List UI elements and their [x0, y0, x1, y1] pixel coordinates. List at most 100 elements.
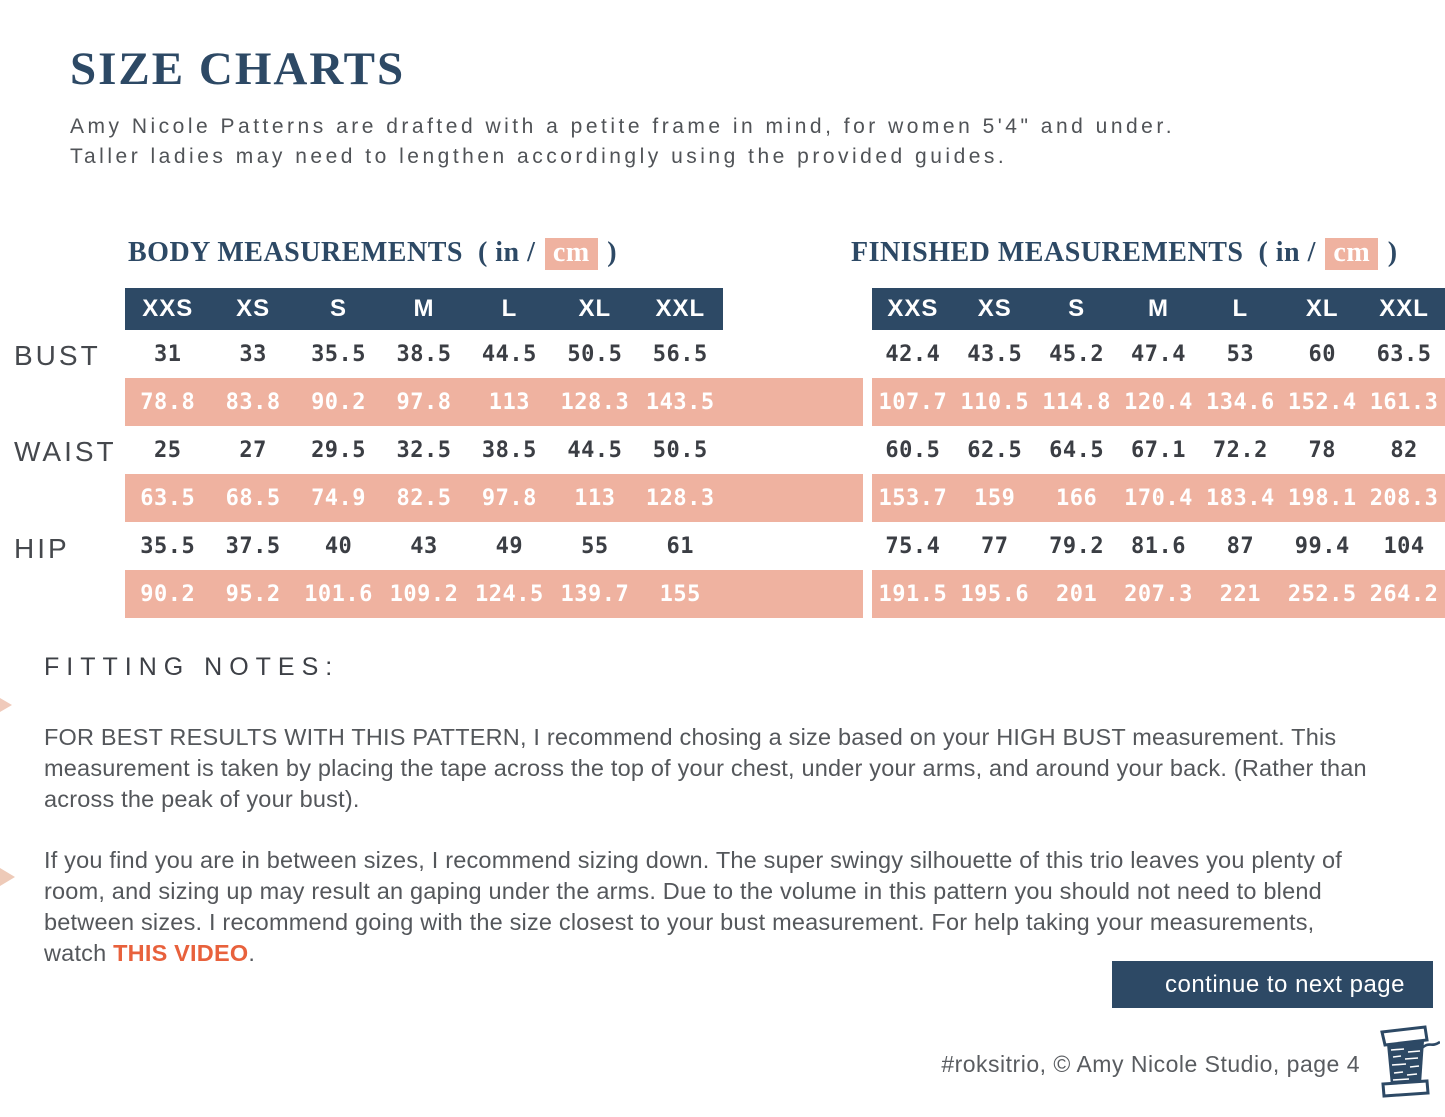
- measurement-value: 120.4: [1124, 389, 1193, 415]
- body-size-header-row: XXS XS S M L XL XXL: [125, 288, 723, 330]
- body-measurements-table: XXS XS S M L XL XXL 31 33 35.5 38.5 44.5 50.5 56.5 78…: [125, 288, 863, 618]
- measurement-value: 43.5: [967, 341, 1023, 367]
- measurement-value: 72.2: [1212, 437, 1268, 463]
- measurement-value: 107.7: [878, 389, 948, 415]
- page-edge-decoration: [0, 698, 12, 712]
- value-grid: 75.4 77 79.2 81.6 87 99.4 104: [872, 534, 1445, 559]
- hip-in-row: 35.5 37.5 40 43 49 55 61: [125, 522, 863, 570]
- measurement-value: 153.7: [878, 485, 948, 511]
- measurement-value: 63.5: [140, 485, 196, 511]
- measurement-value: 27: [239, 437, 267, 463]
- body-measurements-title: BODY MEASUREMENTS ( in / cm ): [128, 237, 617, 270]
- measurement-value: 35.5: [140, 533, 196, 559]
- measurement-value: 56.5: [652, 341, 708, 367]
- finished-measurement-rows: 42.4 43.5 45.2 47.4 53 60 63.5 107.7 110.5 114.8 1…: [872, 330, 1445, 618]
- measurement-value: 77: [981, 533, 1009, 559]
- fitting-notes-paragraph-1: FOR BEST RESULTS WITH THIS PATTERN, I re…: [44, 724, 1367, 812]
- size-column-header-xl: XL: [578, 295, 612, 322]
- measurement-value: 31: [153, 341, 182, 367]
- measurement-value: 83.8: [225, 389, 281, 415]
- value-grid: 25 27 29.5 32.5 38.5 44.5 50.5: [125, 438, 723, 463]
- measurement-value: 50.5: [652, 437, 708, 463]
- size-column-header-m: M: [413, 295, 435, 322]
- bust-in-row: 42.4 43.5 45.2 47.4 53 60 63.5: [872, 330, 1445, 378]
- page-subtitle: Amy Nicole Patterns are drafted with a p…: [70, 112, 1175, 172]
- value-grid: 42.4 43.5 45.2 47.4 53 60 63.5: [872, 342, 1445, 367]
- measurement-value: 64.5: [1049, 437, 1105, 463]
- measurement-value: 75.4: [885, 533, 941, 559]
- measurement-value: 47.4: [1131, 341, 1186, 367]
- measurement-value: 35.5: [311, 341, 367, 367]
- continue-next-page-button[interactable]: continue to next page: [1112, 961, 1433, 1008]
- size-column-header-m: M: [1147, 295, 1169, 322]
- measurement-value: 191.5: [878, 581, 948, 607]
- body-measurements-title-text: BODY MEASUREMENTS: [128, 237, 463, 268]
- value-grid: 78.8 83.8 90.2 97.8 113 128.3 143.5: [125, 390, 723, 415]
- unit-close: ): [607, 237, 618, 268]
- measurement-value: 37.5: [225, 533, 281, 559]
- hip-cm-row: 191.5 195.6 201 207.3 221 252.5 264.2: [872, 570, 1445, 618]
- finished-measurements-title: FINISHED MEASUREMENTS ( in / cm ): [851, 237, 1398, 270]
- waist-cm-row: 153.7 159 166 170.4 183.4 198.1 208.3: [872, 474, 1445, 522]
- fitting-notes-section: FITTING NOTES: FOR BEST RESULTS WITH THI…: [44, 653, 1382, 969]
- finished-size-header-row: XXS XS S M L XL XXL: [872, 288, 1445, 330]
- measurement-value: 207.3: [1124, 581, 1193, 607]
- measurement-value: 101.6: [304, 581, 373, 607]
- value-grid: 90.2 95.2 101.6 109.2 124.5 139.7 155: [125, 582, 723, 607]
- measurement-value: 32.5: [396, 437, 452, 463]
- measurement-value: 44.5: [567, 437, 623, 463]
- measurement-value: 252.5: [1287, 581, 1357, 607]
- page-credit: #roksitrio, © Amy Nicole Studio, page 4: [941, 1051, 1360, 1077]
- measurement-value: 78.8: [140, 389, 196, 415]
- measurement-value: 60: [1308, 341, 1336, 367]
- waist-in-row: 25 27 29.5 32.5 38.5 44.5 50.5: [125, 426, 863, 474]
- bust-cm-row: 107.7 110.5 114.8 120.4 134.6 152.4 161.3: [872, 378, 1445, 426]
- measurement-value: 113: [488, 389, 531, 415]
- measurement-value: 201: [1056, 581, 1098, 607]
- measurement-value: 99.4: [1294, 533, 1350, 559]
- measurement-value: 63.5: [1376, 341, 1432, 367]
- measurement-value: 128.3: [645, 485, 715, 511]
- row-label-hip: HIP: [14, 533, 70, 564]
- measurement-value: 25: [153, 437, 182, 463]
- measurement-value: 152.4: [1287, 389, 1357, 415]
- size-column-header-s: S: [1068, 295, 1086, 322]
- measurement-value: 95.2: [225, 581, 281, 607]
- size-column-header-xxs: XXS: [887, 295, 939, 322]
- measurement-value: 134.6: [1205, 389, 1275, 415]
- value-grid: 35.5 37.5 40 43 49 55 61: [125, 534, 723, 559]
- bust-cm-row: 78.8 83.8 90.2 97.8 113 128.3 143.5: [125, 378, 863, 426]
- measurement-value: 124.5: [475, 581, 544, 607]
- value-grid: 107.7 110.5 114.8 120.4 134.6 152.4 161.3: [872, 390, 1445, 415]
- measurement-value: 221: [1219, 581, 1261, 607]
- size-column-header-xxs: XXS: [142, 295, 194, 322]
- unit-prefix: ( in /: [477, 237, 536, 268]
- measurement-value: 60.5: [885, 437, 941, 463]
- paragraph-2-text: If you find you are in between sizes, I …: [44, 847, 1342, 966]
- measurement-value: 143.5: [645, 389, 715, 415]
- measurement-value: 208.3: [1369, 485, 1439, 511]
- measurement-value: 79.2: [1049, 533, 1105, 559]
- measurement-value: 198.1: [1287, 485, 1357, 511]
- measurement-value: 264.2: [1369, 581, 1439, 607]
- size-column-header-xl: XL: [1305, 295, 1339, 322]
- this-video-link[interactable]: THIS VIDEO: [113, 940, 249, 966]
- thread-spool-icon: [1376, 1024, 1441, 1105]
- measurement-value: 166: [1056, 485, 1098, 511]
- hip-in-row: 75.4 77 79.2 81.6 87 99.4 104: [872, 522, 1445, 570]
- paragraph-2-period: .: [248, 940, 256, 966]
- measurement-value: 40: [324, 533, 353, 559]
- value-grid: 153.7 159 166 170.4 183.4 198.1 208.3: [872, 486, 1445, 511]
- finished-measurements-title-text: FINISHED MEASUREMENTS: [851, 237, 1244, 268]
- measurement-value: 87: [1226, 533, 1255, 559]
- measurement-value: 43: [410, 533, 438, 559]
- waist-in-row: 60.5 62.5 64.5 67.1 72.2 78 82: [872, 426, 1445, 474]
- size-column-header-s: S: [330, 295, 348, 322]
- measurement-value: 74.9: [311, 485, 367, 511]
- measurement-value: 110.5: [960, 389, 1030, 415]
- measurement-value: 82.5: [396, 485, 452, 511]
- measurement-value: 139.7: [560, 581, 630, 607]
- measurement-value: 97.8: [396, 389, 452, 415]
- size-column-header-xxl: XXL: [655, 295, 706, 322]
